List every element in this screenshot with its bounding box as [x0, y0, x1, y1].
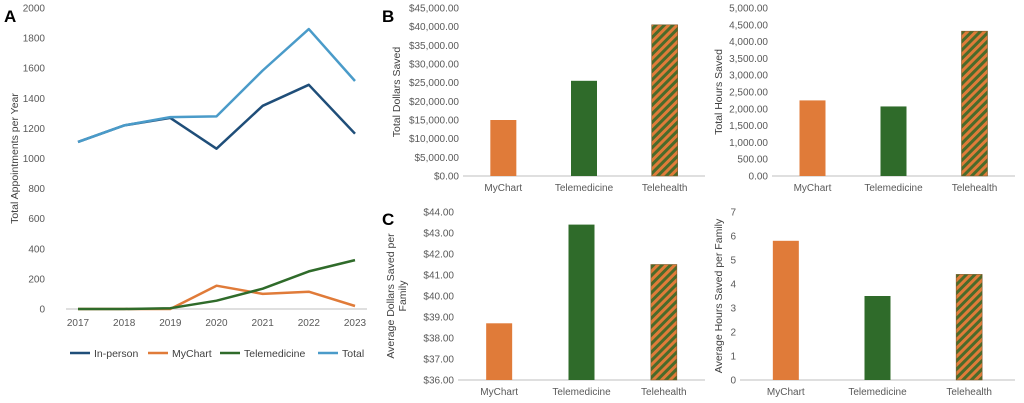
y-tick-label: 5 — [730, 256, 736, 267]
y-tick-label: $38.00 — [423, 334, 454, 345]
y-tick-label: 0 — [730, 376, 736, 387]
bar-mychart — [486, 323, 513, 380]
bar-telemedicine — [864, 296, 891, 380]
x-tick-label: MyChart — [480, 387, 518, 398]
a-legend-label: Total — [342, 348, 364, 360]
y-tick-label: $25,000.00 — [409, 78, 459, 89]
x-tick-label: MyChart — [794, 183, 832, 194]
a-legend-label: In-person — [94, 348, 139, 360]
y-tick-label: $36.00 — [423, 376, 454, 387]
x-tick-label: Telemedicine — [864, 183, 923, 194]
bar-telehealth — [651, 24, 678, 177]
a-y-tick-label: 400 — [28, 244, 45, 255]
a-y-tick-label: 2000 — [23, 4, 46, 15]
a-x-tick-label: 2017 — [67, 318, 90, 329]
y-tick-label: 2 — [730, 328, 736, 339]
a-series-line-mychart — [78, 284, 356, 311]
y-tick-label: $40.00 — [423, 292, 454, 303]
panel-label-c: C — [382, 210, 394, 229]
y-axis-title: Average Dollars Saved per — [385, 233, 397, 359]
a-y-tick-label: 1200 — [23, 124, 46, 135]
x-tick-label: Telemedicine — [555, 183, 614, 194]
y-tick-label: $41.00 — [423, 271, 454, 282]
y-tick-label: $43.00 — [423, 229, 454, 240]
y-tick-label: 1 — [730, 352, 736, 363]
x-tick-label: Telehealth — [952, 183, 998, 194]
a-y-tick-label: 0 — [39, 305, 45, 316]
y-tick-label: $5,000.00 — [415, 153, 460, 164]
y-axis-title: Average Hours Saved per Family — [713, 218, 725, 373]
y-tick-label: $39.00 — [423, 313, 454, 324]
y-tick-label: $42.00 — [423, 250, 454, 261]
y-tick-label: $15,000.00 — [409, 116, 459, 127]
y-tick-label: $40,000.00 — [409, 22, 459, 33]
y-tick-label: 1,000.00 — [729, 138, 768, 149]
bar-telehealth — [650, 264, 678, 381]
bar-telemedicine — [568, 224, 595, 380]
y-tick-label: 2,000.00 — [729, 104, 768, 115]
a-x-tick-label: 2022 — [298, 318, 321, 329]
y-tick-label: 4,000.00 — [729, 37, 768, 48]
a-x-tick-label: 2023 — [344, 318, 367, 329]
a-y-tick-label: 1800 — [23, 34, 46, 45]
a-x-tick-label: 2021 — [252, 318, 275, 329]
y-tick-label: 4,500.00 — [729, 20, 768, 31]
y-tick-label: 3,500.00 — [729, 54, 768, 65]
y-tick-label: 4 — [730, 280, 736, 291]
a-legend-label: MyChart — [172, 348, 212, 360]
a-y-tick-label: 1600 — [23, 64, 46, 75]
y-tick-label: $20,000.00 — [409, 97, 459, 108]
bar-telemedicine — [880, 106, 907, 176]
y-axis-title: Total Hours Saved — [713, 49, 725, 135]
a-series-line-telemedicine — [78, 258, 356, 311]
y-tick-label: 0.00 — [749, 172, 769, 183]
y-tick-label: $10,000.00 — [409, 134, 459, 145]
y-tick-label: 5,000.00 — [729, 4, 768, 15]
bar-telehealth — [955, 274, 983, 381]
a-y-tick-label: 1400 — [23, 94, 46, 105]
y-tick-label: 2,500.00 — [729, 88, 768, 99]
y-tick-label: 6 — [730, 232, 736, 243]
y-tick-label: 3 — [730, 304, 736, 315]
x-tick-label: MyChart — [767, 387, 805, 398]
a-series-line-total — [77, 27, 356, 144]
y-tick-label: $0.00 — [434, 172, 459, 183]
y-tick-label: 500.00 — [737, 155, 768, 166]
x-tick-label: Telehealth — [946, 387, 992, 398]
x-tick-label: Telehealth — [641, 387, 687, 398]
y-tick-label: $35,000.00 — [409, 41, 459, 52]
bar-telehealth — [961, 30, 988, 177]
bar-mychart — [799, 100, 826, 176]
x-tick-label: Telemedicine — [848, 387, 907, 398]
a-y-tick-label: 600 — [28, 214, 45, 225]
y-axis-title: Total Dollars Saved — [391, 47, 403, 138]
x-tick-label: Telemedicine — [552, 387, 611, 398]
bar-mychart — [490, 120, 517, 176]
x-tick-label: MyChart — [484, 183, 522, 194]
a-y-tick-label: 1000 — [23, 154, 46, 165]
y-tick-label: $45,000.00 — [409, 4, 459, 15]
y-tick-label: 1,500.00 — [729, 121, 768, 132]
a-y-tick-label: 200 — [28, 274, 45, 285]
y-tick-label: $44.00 — [423, 208, 454, 219]
a-y-axis-title: Total Appointments per Year — [9, 93, 21, 224]
a-x-tick-label: 2020 — [205, 318, 228, 329]
chart-layer: 0200400600800100012001400160018002000201… — [9, 4, 1015, 398]
panel-label-b: B — [382, 7, 394, 26]
a-legend-label: Telemedicine — [244, 348, 305, 360]
a-x-tick-label: 2018 — [113, 318, 136, 329]
y-tick-label: 7 — [730, 208, 736, 219]
panel-label-a: A — [4, 7, 16, 26]
y-tick-label: 3,000.00 — [729, 71, 768, 82]
y-axis-title: Family — [397, 280, 409, 312]
bar-mychart — [772, 240, 799, 380]
a-y-tick-label: 800 — [28, 184, 45, 195]
y-tick-label: $30,000.00 — [409, 60, 459, 71]
x-tick-label: Telehealth — [642, 183, 688, 194]
bar-telemedicine — [571, 80, 597, 176]
y-tick-label: $37.00 — [423, 355, 454, 366]
a-x-tick-label: 2019 — [159, 318, 182, 329]
